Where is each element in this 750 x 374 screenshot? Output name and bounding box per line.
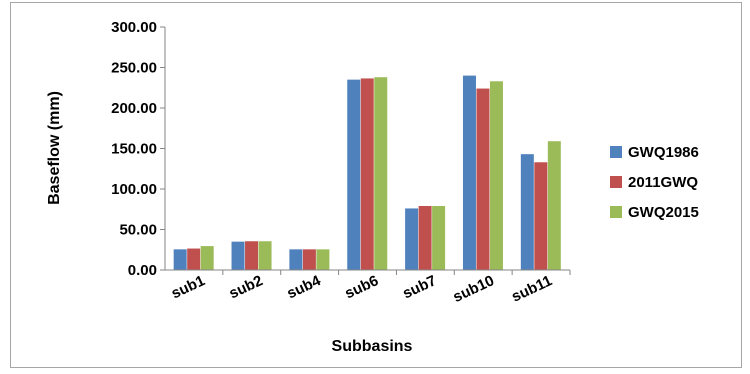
legend-swatch	[610, 176, 622, 188]
bar-GWQ2015-sub4	[316, 249, 330, 270]
bar-2011GWQ-sub2	[245, 241, 259, 270]
bar-GWQ2015-sub2	[258, 241, 272, 270]
bar-2011GWQ-sub7	[418, 206, 432, 270]
bar-GWQ1986-sub11	[520, 154, 534, 270]
legend-swatch	[610, 146, 622, 158]
bar-GWQ2015-sub7	[432, 206, 446, 270]
bar-GWQ2015-sub6	[374, 77, 388, 270]
y-tick-label: 300.00	[111, 19, 157, 36]
bar-GWQ1986-sub2	[231, 241, 245, 270]
legend-swatch	[610, 206, 622, 218]
x-tick-label: sub7	[400, 272, 439, 302]
bar-GWQ1986-sub6	[347, 79, 361, 271]
bar-GWQ1986-sub1	[173, 249, 187, 270]
legend-label: GWQ2015	[628, 204, 699, 221]
y-tick-label: 250.00	[111, 60, 157, 77]
x-tick-label: sub4	[284, 272, 324, 302]
bar-2011GWQ-sub10	[476, 88, 490, 270]
bar-GWQ2015-sub11	[547, 141, 561, 270]
y-axis-title: Baseflow (mm)	[46, 91, 63, 205]
legend-label: GWQ1986	[628, 144, 699, 161]
y-tick-label: 0.00	[128, 262, 157, 279]
y-tick-label: 150.00	[111, 141, 157, 158]
bar-2011GWQ-sub4	[302, 249, 316, 270]
bars-group	[173, 75, 561, 271]
bar-2011GWQ-sub11	[534, 162, 548, 270]
axes-group	[160, 26, 571, 275]
y-tick-label: 100.00	[111, 181, 157, 198]
bar-2011GWQ-sub6	[360, 78, 374, 270]
y-tick-label: 200.00	[111, 100, 157, 117]
x-tick-label: sub2	[227, 272, 266, 302]
bar-GWQ2015-sub10	[489, 81, 503, 271]
legend-label: 2011GWQ	[628, 174, 698, 191]
x-tick-labels: sub1 sub2 sub4 sub6 sub7 sub10 sub11	[169, 272, 555, 306]
x-tick-label: sub10	[450, 272, 496, 306]
y-tick-labels: 0.00 50.00 100.00 150.00 200.00 250.00 300.00	[111, 19, 157, 279]
y-tick-label: 50.00	[119, 222, 157, 239]
bar-GWQ1986-sub4	[289, 249, 303, 270]
x-tick-label: sub6	[342, 272, 381, 302]
x-tick-label: sub1	[169, 272, 208, 302]
bar-GWQ1986-sub7	[405, 208, 419, 270]
bar-2011GWQ-sub1	[187, 248, 201, 270]
x-tick-label: sub11	[509, 272, 555, 305]
legend: GWQ1986 2011GWQ GWQ2015	[610, 144, 699, 221]
x-axis-title: Subbasins	[332, 338, 413, 355]
bar-GWQ2015-sub1	[200, 246, 214, 270]
bar-GWQ1986-sub10	[462, 75, 476, 270]
